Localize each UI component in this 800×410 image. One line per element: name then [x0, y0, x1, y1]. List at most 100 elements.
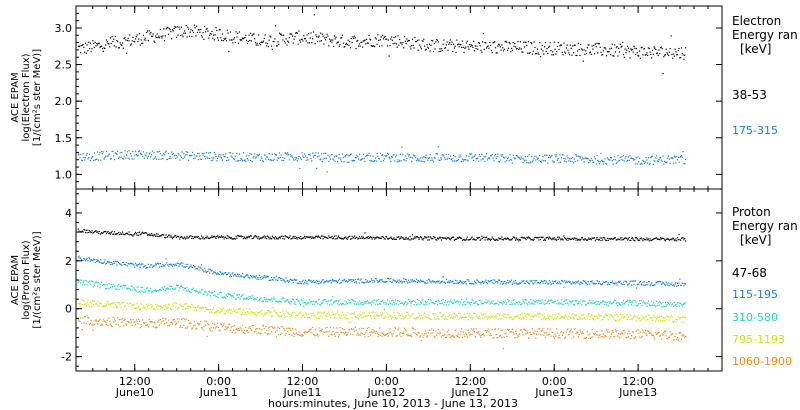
proton-data-point [235, 328, 237, 331]
proton-data-point [534, 314, 536, 317]
electron-data-point [333, 156, 335, 158]
electron-data-point [166, 27, 168, 29]
proton-data-point [651, 239, 654, 241]
proton-data-point [642, 318, 644, 320]
proton-data-point [459, 301, 461, 303]
electron-data-point [554, 154, 556, 156]
proton-data-point [399, 279, 401, 281]
electron-data-point [353, 159, 355, 161]
proton-data-point [352, 279, 354, 281]
proton-data-point [685, 283, 687, 285]
proton-data-point [103, 230, 105, 232]
electron-data-point [446, 158, 448, 160]
proton-data-point [582, 300, 584, 302]
proton-data-point [657, 281, 659, 283]
proton-data-point [232, 295, 234, 297]
electron-data-point [478, 42, 480, 44]
proton-data-point [430, 237, 432, 239]
proton-data-point [527, 313, 530, 316]
proton-data-point [81, 304, 83, 306]
electron-data-point [103, 47, 105, 49]
proton-data-point [592, 282, 594, 284]
proton-data-point [141, 232, 143, 234]
electron-data-point [91, 156, 93, 158]
proton-data-point [359, 315, 361, 317]
proton-data-point [420, 236, 422, 238]
electron-data-point [206, 28, 208, 30]
proton-data-point [235, 275, 237, 277]
electron-data-point [101, 153, 103, 155]
proton-data-point [333, 280, 335, 282]
electron-data-point [176, 156, 178, 158]
electron-data-point [463, 51, 465, 54]
proton-data-point [212, 236, 214, 238]
proton-data-point [602, 316, 604, 318]
proton-data-point [258, 328, 261, 330]
proton-data-point [266, 275, 269, 277]
proton-data-point [130, 285, 132, 287]
electron-data-point [592, 48, 594, 50]
proton-data-point [375, 330, 377, 332]
proton-data-point [127, 303, 129, 305]
electron-data-point [246, 155, 248, 157]
proton-data-point [286, 315, 288, 318]
proton-data-point [136, 303, 138, 305]
proton-data-point [147, 263, 149, 265]
proton-data-point [544, 280, 546, 282]
proton-data-point [504, 300, 506, 302]
electron-data-point [115, 153, 117, 155]
electron-data-point [240, 157, 242, 159]
proton-data-point [291, 279, 293, 281]
electron-data-point [613, 159, 615, 161]
proton-data-point [172, 319, 174, 321]
electron-data-point [352, 36, 354, 38]
proton-data-point [103, 320, 105, 322]
electron-data-point [204, 156, 206, 158]
proton-data-point [524, 299, 526, 301]
proton-data-point [207, 323, 209, 325]
proton-data-point [95, 259, 97, 261]
proton-data-point [517, 238, 519, 240]
proton-data-point [668, 239, 670, 241]
proton-data-point [173, 264, 175, 266]
proton-data-point [544, 316, 546, 318]
proton-data-point [80, 259, 83, 261]
proton-data-point [300, 299, 302, 301]
proton-data-point [668, 285, 670, 287]
electron-data-point [447, 49, 449, 51]
proton-data-point [470, 237, 472, 239]
proton-data-point [442, 329, 444, 331]
proton-data-point [237, 329, 239, 331]
proton-data-point [307, 283, 309, 285]
proton-data-point [168, 263, 170, 265]
electron-data-point [533, 157, 535, 159]
electron-data-point [534, 155, 536, 158]
electron-data-point [202, 154, 204, 156]
proton-data-point [416, 334, 418, 336]
proton-data-point [518, 317, 520, 319]
proton-data-point [117, 302, 120, 304]
proton-data-point [209, 295, 211, 297]
proton-data-point [159, 266, 161, 268]
electron-data-point [207, 30, 209, 32]
proton-data-point [639, 281, 641, 283]
proton-data-point [343, 317, 345, 319]
electron-data-point [187, 151, 189, 153]
electron-data-point [543, 160, 545, 162]
electron-data-point [499, 159, 501, 161]
proton-data-point [320, 282, 322, 284]
proton-data-point [198, 237, 200, 239]
proton-data-point [213, 290, 215, 292]
proton-data-point [372, 311, 374, 313]
proton-data-point [465, 280, 467, 283]
electron-data-point [150, 32, 152, 34]
electron-data-point [612, 55, 614, 57]
electron-data-point [538, 53, 540, 55]
proton-data-point [573, 318, 575, 320]
proton-data-point [418, 312, 420, 314]
proton-data-point [311, 301, 313, 303]
electron-data-point [238, 42, 240, 44]
proton-data-point [134, 307, 137, 309]
proton-data-point [463, 238, 465, 241]
proton-data-point [670, 305, 672, 307]
